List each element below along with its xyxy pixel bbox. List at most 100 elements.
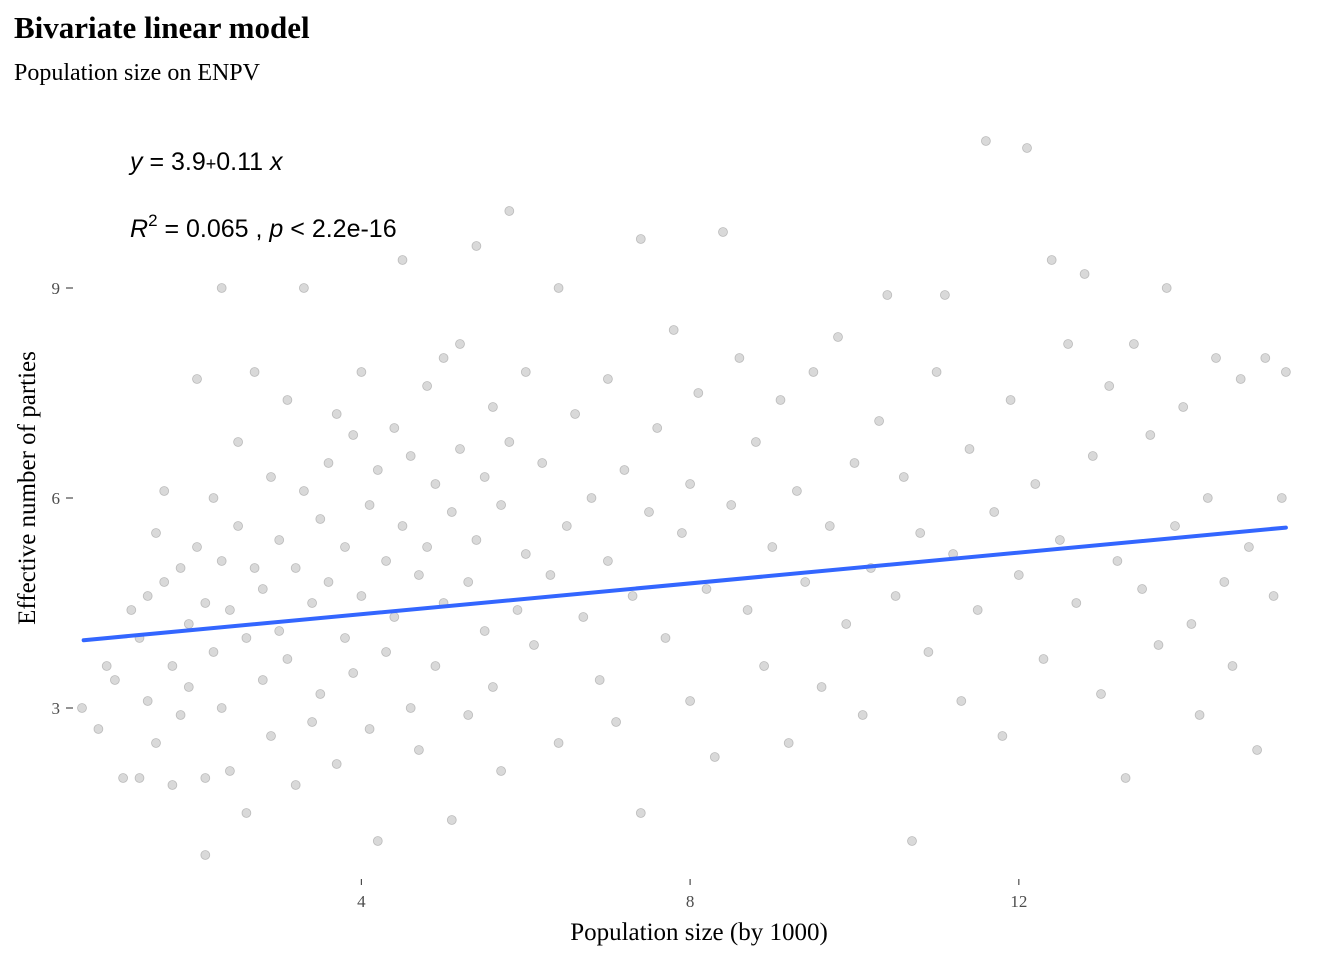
data-point [1120, 773, 1131, 783]
data-point [874, 416, 884, 426]
data-point [1030, 479, 1041, 489]
data-point [1071, 598, 1082, 608]
data-point [274, 626, 285, 636]
data-point [282, 395, 293, 405]
data-point [496, 500, 507, 510]
data-point [487, 402, 498, 412]
data-point [882, 290, 893, 300]
data-point [800, 577, 811, 587]
data-point [405, 451, 416, 461]
data-point [430, 479, 441, 489]
data-point [372, 836, 383, 846]
data-point [446, 507, 457, 517]
data-point [677, 528, 687, 538]
data-point [307, 717, 318, 727]
data-point [603, 556, 613, 566]
data-point [775, 395, 786, 405]
data-point [348, 430, 359, 440]
data-point [1087, 451, 1098, 461]
data-point [257, 675, 268, 685]
data-point [298, 283, 309, 293]
data-point [627, 591, 638, 601]
axes-layer: 4 8 12 3 6 9 [52, 279, 1028, 911]
data-point [767, 542, 778, 552]
data-point [1219, 577, 1230, 587]
data-point [1145, 430, 1156, 440]
equation-intercept: = 3.9 [143, 148, 206, 176]
data-point [1096, 689, 1106, 699]
data-point [422, 542, 433, 552]
data-point [940, 290, 950, 300]
data-point [455, 339, 465, 349]
data-point [389, 612, 400, 622]
data-point [751, 437, 761, 447]
data-point [619, 465, 630, 475]
data-point [1038, 654, 1049, 664]
data-point [685, 479, 695, 489]
data-point [126, 605, 137, 615]
regression-line [81, 525, 1288, 643]
data-point [331, 409, 342, 419]
data-point [249, 367, 260, 377]
data-point [570, 409, 580, 419]
equation-y: y [128, 148, 144, 176]
data-point [783, 738, 794, 748]
data-point [413, 570, 424, 580]
x-tick-label: 12 [1010, 892, 1027, 911]
x-tick-label: 4 [357, 892, 366, 911]
data-point [833, 332, 843, 342]
data-point [422, 381, 433, 391]
data-point [290, 780, 301, 790]
data-point [890, 591, 901, 601]
data-point [1046, 255, 1057, 265]
data-point [200, 773, 211, 783]
stats-r2: = 0.065 , [158, 215, 270, 243]
data-point [685, 696, 695, 706]
data-point [183, 619, 194, 629]
data-point [603, 374, 613, 384]
y-tick-label: 6 [52, 489, 61, 508]
data-point [224, 766, 235, 776]
data-point [455, 444, 465, 454]
data-point [307, 598, 318, 608]
data-point [1104, 381, 1115, 391]
data-point [241, 808, 252, 818]
data-point [808, 367, 819, 377]
data-point [553, 738, 564, 748]
chart-subtitle: Population size on ENPV [14, 60, 261, 86]
data-point [644, 507, 654, 517]
y-tick-label: 3 [52, 699, 61, 718]
data-point [931, 367, 942, 377]
data-point [1260, 353, 1271, 363]
data-point [1186, 619, 1197, 629]
x-axis-title: Population size (by 1000) [570, 919, 828, 946]
data-point [364, 724, 375, 734]
data-point [586, 493, 597, 503]
equation-x: x [269, 148, 284, 176]
data-point [652, 423, 663, 433]
data-point [718, 227, 728, 237]
data-point [841, 619, 852, 629]
data-point [561, 521, 572, 531]
data-point [792, 486, 802, 496]
data-point [142, 591, 153, 601]
data-point [323, 577, 334, 587]
data-point [323, 458, 334, 468]
data-point [413, 745, 424, 755]
data-point [200, 850, 211, 860]
data-point [233, 521, 244, 531]
data-point [77, 703, 87, 713]
data-point [1276, 493, 1287, 503]
stats-pval: < 2.2e-16 [283, 215, 396, 243]
data-point [479, 472, 490, 482]
data-point [1129, 339, 1139, 349]
data-point [537, 458, 548, 468]
stats-sup: 2 [148, 211, 157, 230]
data-point [1252, 745, 1262, 755]
data-point [142, 696, 153, 706]
data-point [430, 661, 441, 671]
data-point [249, 563, 260, 573]
data-point [167, 780, 178, 790]
data-point [397, 521, 408, 531]
equation-plus: + [206, 154, 217, 174]
